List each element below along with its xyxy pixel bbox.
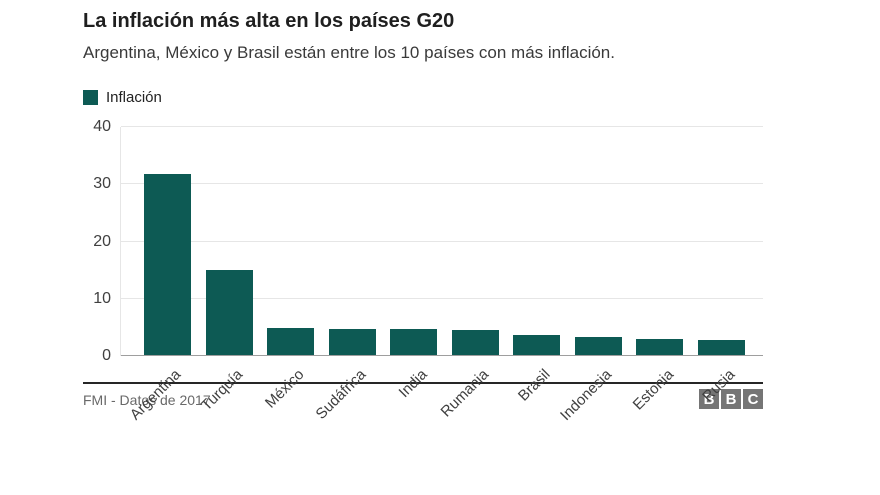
bar-mexico [267, 328, 315, 356]
gridline-y40 [121, 126, 763, 127]
plot-area: Argentina Turquía México Sudáfrica India Ruma… [93, 119, 763, 424]
legend: Inflación [83, 88, 763, 106]
bbc-logo-block: B [721, 389, 741, 409]
chart-subtitle: Argentina, México y Brasil están entre l… [83, 43, 615, 62]
legend-label: Inflación [106, 88, 162, 106]
bbc-logo-block: C [743, 389, 763, 409]
bar-india [390, 329, 438, 356]
footer-divider [83, 382, 763, 384]
x-label-brasil: Brasil [515, 366, 554, 405]
bar-rusia [698, 340, 745, 356]
x-label-sudafrica: Sudáfrica [312, 366, 370, 423]
x-label-estonia: Estonia [629, 366, 677, 414]
chart-title: La inflación más alta en los países G20 [83, 10, 455, 32]
bar-argentina [144, 174, 191, 356]
x-label-rumania: Rumania [437, 366, 493, 421]
y-tick-label-10: 10 [93, 289, 111, 307]
y-tick-label-30: 30 [93, 175, 111, 193]
y-tick-label-0: 0 [102, 347, 111, 364]
bar-indonesia [574, 337, 622, 356]
footer: FMI - Datos de 2017 B B C [83, 382, 763, 409]
x-label-india: India [395, 366, 431, 402]
bbc-logo-block: B [699, 389, 719, 409]
y-tick-label-40: 40 [93, 118, 111, 135]
y-tick-label-20: 20 [93, 232, 111, 250]
x-label-turquia: Turquía [197, 366, 247, 415]
x-label-argentina: Argentina [127, 366, 185, 424]
gridline-y0 [121, 355, 763, 356]
bar-brasil [513, 335, 561, 356]
bar-sudafrica [328, 329, 376, 356]
x-label-rusia: Rusia [699, 366, 739, 406]
legend-swatch-icon [83, 89, 98, 105]
bar-estonia [636, 339, 684, 356]
x-label-mexico: México [262, 366, 308, 412]
bbc-logo: B B C [699, 389, 763, 409]
bar-rumania [451, 330, 499, 356]
gridline-y10 [121, 297, 763, 299]
bar-turquia [205, 270, 253, 356]
gridline-y20 [121, 240, 763, 242]
x-label-indonesia: Indonesia [557, 366, 616, 425]
gridline-y30 [121, 183, 763, 185]
x-axis-labels: Argentina Turquía México Sudáfrica India Ruma… [121, 356, 763, 442]
bar-chart: Argentina Turquía México Sudáfrica India Ruma… [93, 119, 763, 424]
chart-card: La inflación más alta en los países G20 … [83, 10, 763, 424]
source-note: FMI - Datos de 2017 [83, 392, 211, 408]
